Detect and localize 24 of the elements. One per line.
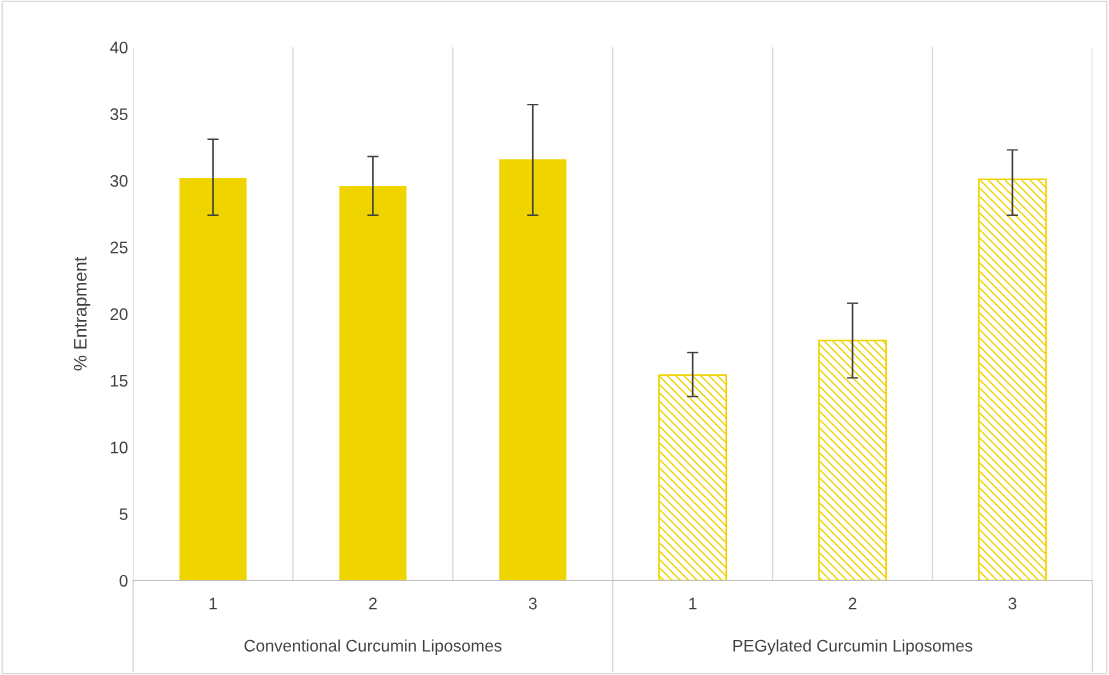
x-tick-label: 2 [369,597,377,610]
text: Conventional Curcumin Liposomes [244,639,502,655]
bar [339,185,407,581]
bar [658,374,728,581]
bar [179,177,247,581]
bar [499,159,567,581]
y-axis-title: % Entrapment [73,256,91,371]
x-tick-label: 3 [1008,597,1017,610]
x-tick-label: 1 [209,597,217,610]
x-tick-label: 3 [528,597,537,610]
x-tick-label: 1 [689,597,697,610]
bar [818,339,887,581]
y-tick-label: 35 [110,108,128,121]
text: PEGylated Curcumin Liposomes [733,639,973,655]
bar [978,178,1047,581]
x-tick-label: 2 [848,597,857,610]
y-tick-label: 40 [110,41,128,54]
y-tick-label: 30 [110,174,128,187]
y-tick-label: 5 [119,508,128,521]
y-tick-label: 25 [110,241,128,254]
y-tick-label: 15 [110,375,128,387]
y-tick-label: 10 [110,441,128,454]
y-tick-label: 20 [110,308,128,321]
y-tick-label: 0 [119,574,128,587]
